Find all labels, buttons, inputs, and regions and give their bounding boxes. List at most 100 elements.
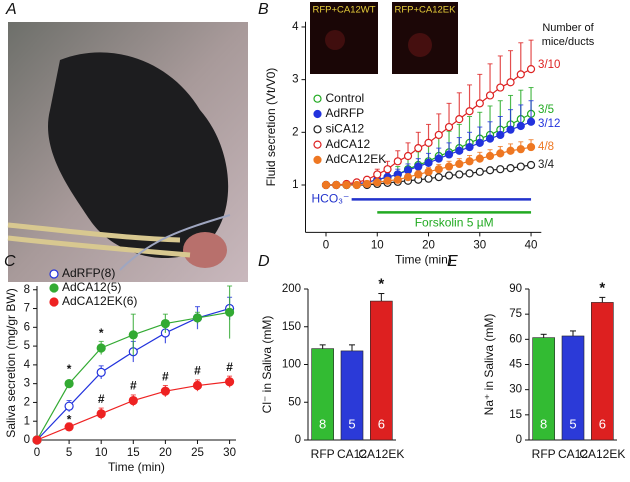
y-tick-label: 30 [509,384,522,396]
data-point [516,162,525,171]
data-point [64,379,74,389]
mouse-nose [183,232,227,268]
y-axis-label: Saliva secretion (mg/gr BW) [4,288,18,437]
legend-label: AdRFP(8) [62,266,115,280]
photo: A [5,1,248,282]
data-point [403,151,413,161]
data-point [444,171,454,180]
x-tick-label: 30 [223,447,236,459]
x-tick-label: 20 [159,447,172,459]
data-point [526,117,536,126]
x-axis-label: Time (min) [395,253,452,267]
n-label: 6 [599,416,606,431]
mouse [48,52,229,259]
data-point [475,167,484,176]
x-tick-label: CA12EK [579,447,625,461]
data-point [465,107,474,116]
x-axis-label: Time (min) [108,460,165,474]
data-point [64,422,74,432]
x-tick-label: CA12EK [358,447,404,461]
data-point [128,330,138,340]
data-point [192,380,203,391]
data-point [444,122,454,132]
x-tick-label: 0 [323,239,329,251]
annotation: # [162,369,169,383]
period-label: HCO₃⁻ [312,192,350,206]
annotation: * [378,275,384,292]
legend-label: Control [326,91,365,105]
data-point [424,167,433,176]
wire [119,214,231,271]
insets [310,2,458,74]
y-tick-label: 6 [24,321,30,333]
data-point [475,138,484,147]
y-tick-label: 90 [509,283,522,295]
legend-marker [49,283,59,293]
data-point [485,91,495,100]
y-tick-label: 0 [24,434,30,446]
data-point [332,180,341,190]
legend-label: AdCA12 [326,137,371,151]
y-tick-label: 15 [509,409,522,421]
x-tick-label: 15 [127,447,140,459]
inset-cell [408,33,432,57]
bar [370,300,393,441]
data-point [96,343,106,353]
inset-label: RFP+CA12WT [312,5,375,16]
bar [591,302,614,441]
x-tick-label: CA12 [558,447,588,461]
data-point [516,121,525,131]
n-label: 6 [378,416,385,431]
end-label: 3/4 [538,159,555,171]
data-point [475,154,484,163]
annotation: * [99,326,104,340]
y-tick-label: 1 [24,415,30,427]
data-point [434,172,443,182]
legend-marker [49,269,59,279]
data-point [224,377,235,387]
x-tick-label: 10 [95,447,108,459]
legend-marker [313,125,322,134]
tube [7,222,191,258]
y-tick-label: 4 [292,21,299,33]
y-tick-label: 2 [24,396,30,408]
end-label: 3/5 [538,104,554,116]
data-point [526,160,536,170]
annotation: # [226,360,233,374]
data-point [455,146,464,155]
panel-label: C [4,253,16,270]
data-point [424,174,433,183]
legend-label: siCA12 [326,121,365,135]
data-point [383,176,392,185]
panel-label: D [258,253,270,270]
data-point [465,157,474,166]
x-tick-label: CA12 [337,447,367,461]
y-tick-label: 7 [24,303,30,315]
x-tick-label: RFP [311,447,335,461]
data-point [455,115,464,124]
y-tick-label: 0 [516,434,522,446]
y-tick-label: 200 [282,283,301,295]
data-point [383,165,392,174]
annotation: * [67,362,72,376]
y-axis-label: Na⁺ in Saliva (mM) [482,314,496,416]
y-tick-label: 3 [292,74,298,86]
data-point [321,180,331,190]
data-point [403,166,413,175]
data-point [455,159,464,169]
annotation: # [98,392,105,406]
data-point [393,157,402,166]
data-point [32,435,42,445]
period-label: Forskolin 5 µM [415,216,494,230]
data-point [465,142,474,152]
legend-label: AdCA12(5) [62,280,121,294]
y-axis-label: Cl⁻ in Saliva (mM) [260,316,274,414]
data-point [414,170,423,179]
y-tick-label: 60 [509,333,522,345]
annotation: # [194,364,201,378]
annotation: * [67,412,72,426]
y-tick-label: 45 [509,359,522,371]
data-point [434,154,443,163]
y-tick-label: 4 [24,359,31,371]
x-tick-label: 40 [525,239,538,251]
